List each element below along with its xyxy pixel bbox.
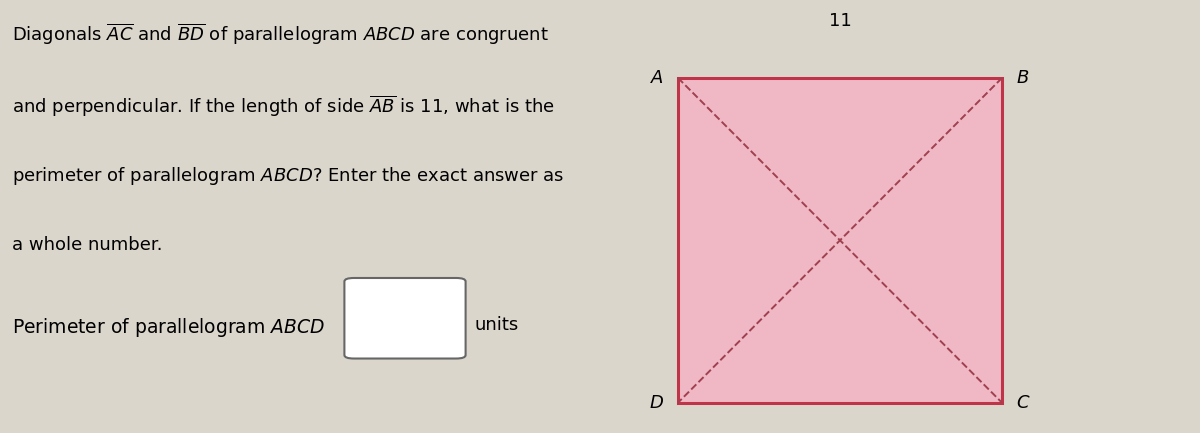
Text: 11: 11: [829, 12, 851, 30]
Text: and perpendicular. If the length of side $\overline{AB}$ is 11, what is the: and perpendicular. If the length of side…: [12, 93, 554, 119]
Text: a whole number.: a whole number.: [12, 236, 162, 254]
FancyBboxPatch shape: [344, 278, 466, 359]
Text: $B$: $B$: [1016, 69, 1030, 87]
Text: Perimeter of parallelogram $ABCD$: Perimeter of parallelogram $ABCD$: [12, 316, 325, 339]
Bar: [678, 78, 1002, 403]
Text: Diagonals $\overline{AC}$ and $\overline{BD}$ of parallelogram $ABCD$ are congru: Diagonals $\overline{AC}$ and $\overline…: [12, 22, 548, 47]
Text: perimeter of parallelogram $ABCD$? Enter the exact answer as: perimeter of parallelogram $ABCD$? Enter…: [12, 165, 564, 187]
Text: units: units: [474, 316, 518, 334]
Text: $C$: $C$: [1016, 394, 1031, 412]
Text: $A$: $A$: [649, 69, 664, 87]
Text: $D$: $D$: [649, 394, 664, 412]
